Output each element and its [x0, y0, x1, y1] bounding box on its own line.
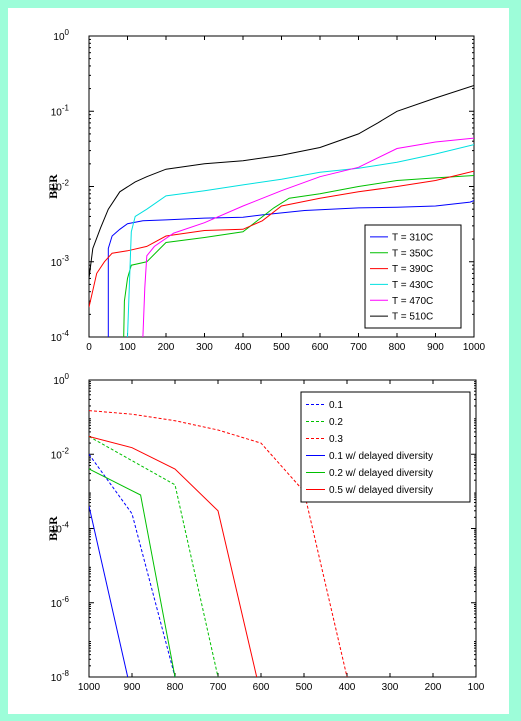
x-tick-label: 300: [196, 342, 213, 353]
series-line: [89, 85, 474, 279]
x-tick-label: 900: [124, 682, 141, 693]
x-tick-label: 500: [273, 342, 290, 353]
chart-1: 0 100 200 300 400 500 600 700 800 900 100010010-11…: [46, 28, 486, 353]
legend-label: 0.2 w/ delayed diversity: [329, 468, 433, 479]
legend-label: 0.3: [329, 434, 343, 445]
legend-label: T = 390C: [392, 264, 433, 275]
x-tick-label: 500: [296, 682, 313, 693]
x-tick-label: 400: [235, 342, 252, 353]
chart-2: 1000 900 800 700 600 500 400 300 200 100 100 10-2 10…: [46, 372, 485, 693]
x-tick-label: 600: [253, 682, 270, 693]
legend-box: [300, 391, 471, 503]
y-tick-exponent: -8: [62, 669, 70, 678]
series-line: [123, 175, 474, 337]
y-tick-label: 10-3: [51, 254, 70, 269]
series-line: [89, 436, 258, 677]
y-tick-label: 10-8: [51, 669, 70, 684]
legend-label: 0.1 w/ delayed diversity: [329, 451, 433, 462]
legend-label: 0.2: [329, 417, 343, 428]
y-tick-exponent: 0: [65, 28, 70, 37]
x-tick-label: 900: [427, 342, 444, 353]
y-tick-exponent: -4: [62, 521, 70, 530]
series-line: [107, 200, 474, 337]
legend-label: T = 510C: [392, 312, 433, 323]
legend-box: [364, 224, 462, 329]
x-tick-label: 600: [312, 342, 329, 353]
x-tick-label: 100: [468, 682, 485, 693]
y-tick-exponent: -1: [62, 103, 70, 112]
series-line: [89, 454, 176, 677]
legend-label: T = 430C: [392, 280, 433, 291]
legend: 0.1 0.2 0.3 0.1 w/ delayed diversity 0.2 w/ …: [300, 391, 471, 503]
y-tick-label: 10-1: [51, 103, 70, 118]
x-tick-label: 1000: [78, 682, 101, 693]
x-tick-label: 800: [167, 682, 184, 693]
y-tick-exponent: 0: [65, 372, 70, 381]
x-tick-label: 700: [210, 682, 227, 693]
y-axis-label: BER: [46, 516, 60, 541]
legend-label: T = 470C: [392, 296, 433, 307]
y-tick-label: 10-2: [51, 446, 70, 461]
series-line: [89, 170, 474, 308]
y-tick-exponent: -2: [62, 179, 70, 188]
x-tick-label: 100: [119, 342, 136, 353]
legend-label: T = 350C: [392, 248, 433, 259]
series-line: [127, 144, 474, 337]
y-tick-exponent: -3: [62, 254, 70, 263]
y-tick-exponent: -2: [62, 446, 70, 455]
series-line: [142, 137, 474, 337]
x-tick-label: 300: [382, 682, 399, 693]
x-tick-label: 400: [339, 682, 356, 693]
x-tick-label: 1000: [463, 342, 486, 353]
x-tick-label: 800: [389, 342, 406, 353]
x-tick-label: 0: [86, 342, 92, 353]
x-tick-label: 200: [158, 342, 175, 353]
y-tick-label: 10-4: [51, 329, 70, 344]
legend-label: 0.5 w/ delayed diversity: [329, 485, 433, 496]
y-tick-exponent: -4: [62, 329, 70, 338]
x-tick-label: 700: [350, 342, 367, 353]
y-tick-label: 100: [53, 28, 69, 43]
y-tick-exponent: -6: [62, 595, 70, 604]
legend: T = 310C T = 350C T = 390C T = 430C T = 470C…: [364, 224, 462, 329]
series-line: [89, 505, 129, 677]
y-tick-label: 100: [53, 372, 69, 387]
legend-label: 0.1: [329, 400, 343, 411]
series-line: [89, 468, 176, 677]
y-tick-label: 10-6: [51, 595, 70, 610]
legend-label: T = 310C: [392, 232, 433, 243]
series-line: [89, 436, 219, 677]
y-axis-label: BER: [46, 174, 60, 199]
x-tick-label: 200: [425, 682, 442, 693]
